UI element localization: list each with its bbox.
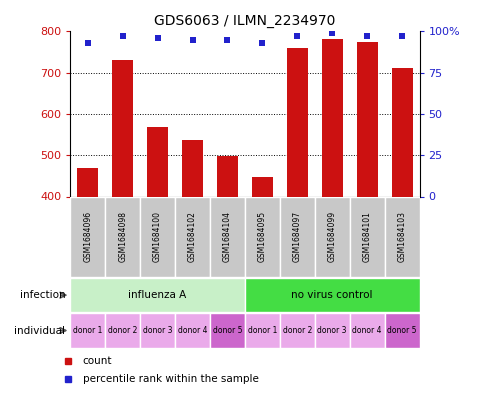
Bar (105, 313, 140, 348)
Text: donor 4: donor 4 (178, 326, 207, 335)
Text: individual: individual (15, 325, 65, 336)
Text: GSM1684101: GSM1684101 (362, 211, 371, 262)
Text: GSM1684097: GSM1684097 (292, 211, 301, 263)
Text: GSM1684096: GSM1684096 (83, 211, 92, 263)
Bar (210, 196, 244, 277)
Point (397, 33, 405, 40)
Bar (279, 313, 314, 348)
Bar (175, 313, 210, 348)
Bar (140, 196, 175, 277)
Bar (286, 48, 307, 196)
Bar (175, 196, 210, 277)
Point (258, 40, 266, 46)
Bar (77, 169, 98, 196)
Text: no virus control: no virus control (291, 290, 372, 300)
Text: donor 3: donor 3 (317, 326, 346, 335)
Text: count: count (83, 356, 112, 366)
Point (119, 33, 126, 40)
Bar (244, 196, 279, 277)
Text: GSM1684104: GSM1684104 (223, 211, 231, 262)
Bar (391, 68, 412, 196)
Bar (349, 196, 384, 277)
Text: donor 5: donor 5 (387, 326, 416, 335)
Text: GSM1684095: GSM1684095 (257, 211, 266, 263)
Bar (244, 278, 419, 312)
Point (84, 40, 91, 46)
Point (223, 37, 231, 43)
Bar (384, 196, 419, 277)
Bar (112, 60, 133, 196)
Bar (384, 313, 419, 348)
Bar (314, 313, 349, 348)
Bar (182, 140, 203, 196)
Title: GDS6063 / ILMN_2234970: GDS6063 / ILMN_2234970 (154, 14, 335, 28)
Text: donor 4: donor 4 (352, 326, 381, 335)
Bar (70, 196, 105, 277)
Bar (70, 278, 244, 312)
Bar (356, 42, 377, 196)
Text: donor 1: donor 1 (73, 326, 102, 335)
Point (363, 33, 370, 40)
Text: percentile rank within the sample: percentile rank within the sample (83, 374, 258, 384)
Text: GSM1684100: GSM1684100 (153, 211, 162, 262)
Bar (70, 313, 105, 348)
Text: donor 1: donor 1 (247, 326, 276, 335)
Bar (349, 313, 384, 348)
Text: GSM1684098: GSM1684098 (118, 211, 127, 262)
Bar (216, 156, 238, 196)
Text: GSM1684102: GSM1684102 (188, 211, 197, 262)
Bar (105, 196, 140, 277)
Point (153, 35, 161, 41)
Point (188, 37, 196, 43)
Point (293, 33, 301, 40)
Text: donor 2: donor 2 (282, 326, 311, 335)
Bar (140, 313, 175, 348)
Text: donor 2: donor 2 (108, 326, 137, 335)
Bar (210, 313, 244, 348)
Bar (244, 313, 279, 348)
Bar (279, 196, 314, 277)
Text: influenza A: influenza A (128, 290, 186, 300)
Bar (314, 196, 349, 277)
Text: donor 5: donor 5 (212, 326, 242, 335)
Point (328, 30, 335, 36)
Text: infection: infection (20, 290, 65, 300)
Text: donor 3: donor 3 (143, 326, 172, 335)
Bar (321, 39, 342, 197)
Text: GSM1684099: GSM1684099 (327, 211, 336, 263)
Bar (251, 177, 272, 196)
Text: GSM1684103: GSM1684103 (397, 211, 406, 262)
Bar (147, 127, 168, 196)
